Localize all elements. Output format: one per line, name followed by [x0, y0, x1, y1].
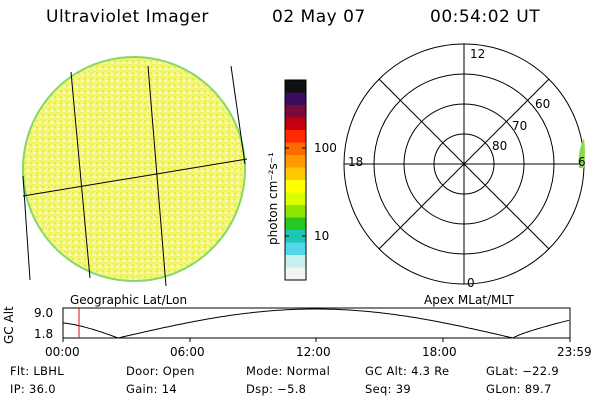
gc-alt-info: GC Alt: 4.3 Re [365, 364, 450, 378]
colorbar-segment [285, 80, 306, 93]
dsp-info: Dsp: −5.8 [246, 382, 307, 396]
colorbar-segment [285, 180, 306, 193]
filter-info: Flt: LBHL [10, 364, 64, 378]
mlat-label-60: 60 [535, 97, 551, 111]
date-label: 02 May 07 [272, 7, 366, 27]
mlat-label-80: 80 [492, 139, 508, 153]
colorbar-segment [285, 230, 306, 243]
geographic-grid [22, 65, 248, 287]
altitude-ylabel: GC Alt [2, 306, 16, 344]
altitude-curve [62, 308, 570, 339]
glat-info: GLat: −22.9 [486, 364, 559, 378]
time-label: 00:54:02 UT [430, 7, 541, 27]
geographic-caption: Geographic Lat/Lon [70, 293, 188, 307]
colorbar-segment [285, 130, 306, 143]
gain-info: Gain: 14 [126, 382, 178, 396]
mlt-label-6: 6 [578, 155, 586, 169]
door-info: Door: Open [126, 364, 195, 378]
instrument-title: Ultraviolet Imager [46, 7, 209, 27]
colorbar-segment [285, 217, 306, 231]
altitude-xtick-2359: 23:59 [557, 345, 592, 359]
colorbar-segment [285, 155, 306, 168]
mlat-label-70: 70 [512, 119, 528, 133]
colorbar-segment [285, 205, 306, 218]
altitude-xtick-1800: 18:00 [422, 345, 457, 359]
altitude-ytick-1-8: 1.8 [34, 327, 54, 341]
mlt-label-12: 12 [470, 47, 486, 61]
altitude-xtick-0600: 06:00 [170, 345, 205, 359]
glon-info: GLon: 89.7 [486, 382, 552, 396]
mlt-label-0: 0 [467, 276, 475, 290]
altitude-xtick-0000: 00:00 [45, 345, 80, 359]
mode-info: Mode: Normal [246, 364, 331, 378]
polar-emission-patch [578, 138, 585, 168]
colorbar-segment [285, 117, 306, 131]
altitude-xtick-1200: 12:00 [296, 345, 331, 359]
ip-info: IP: 36.0 [10, 382, 56, 396]
colorbar-segment [285, 142, 306, 156]
earth-disc [22, 56, 246, 282]
colorbar-segment [285, 192, 306, 206]
colorbar-segment [285, 255, 306, 268]
colorbar-tick-10: 10 [314, 229, 330, 243]
polar-diagonal-2 [378, 78, 550, 250]
colorbar-segment [285, 105, 306, 118]
colorbar-segment [285, 167, 306, 181]
seq-info: Seq: 39 [365, 382, 411, 396]
altitude-ytick-9: 9.0 [34, 306, 54, 320]
colorbar-segment [285, 267, 306, 281]
mlt-label-18: 18 [348, 155, 364, 169]
colorbar-segment [285, 92, 306, 106]
colorbar-segment [285, 242, 306, 256]
colorbar-tick-100: 100 [314, 141, 337, 155]
apex-caption: Apex MLat/MLT [424, 293, 514, 307]
